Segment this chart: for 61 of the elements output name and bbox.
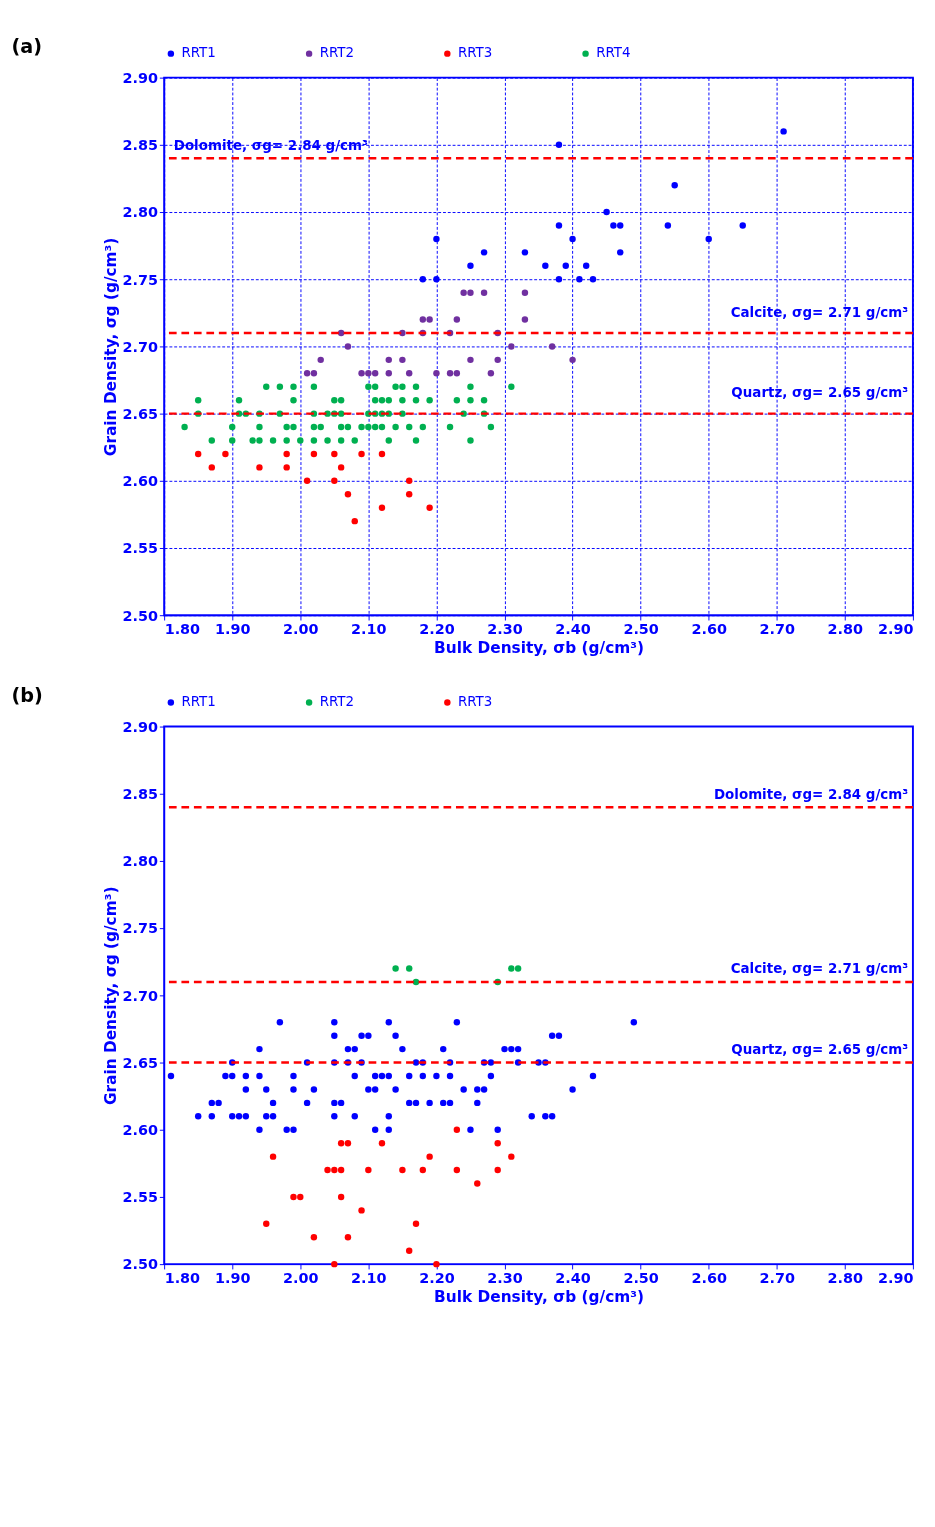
chart-title: (a) bbox=[11, 34, 43, 58]
chart-title: (b) bbox=[11, 683, 43, 707]
x-tick-label: 2.80 bbox=[827, 1269, 864, 1286]
x-tick-label: 1.90 bbox=[214, 620, 251, 637]
y-tick-label: 2.60 bbox=[122, 1122, 158, 1139]
x-tick-label: 2.70 bbox=[759, 1269, 795, 1286]
x-axis-title: Bulk Density, σb (g/cm³) bbox=[434, 1288, 644, 1307]
legend-label: RRT1 bbox=[181, 45, 216, 61]
x-tick-label: 2.10 bbox=[351, 1269, 387, 1286]
y-tick-label: 2.90 bbox=[122, 69, 158, 86]
ref-line-label: Calcite, σg= 2.71 g/cm³ bbox=[730, 961, 909, 977]
x-tick-label: 2.50 bbox=[623, 1269, 659, 1286]
y-tick-label: 2.90 bbox=[122, 718, 158, 735]
x-tick-label: 2.20 bbox=[419, 1269, 455, 1286]
y-axis-title: Grain Density, σg (g/cm³) bbox=[101, 886, 120, 1106]
x-tick-label: 1.80 bbox=[164, 620, 201, 637]
y-axis-title: Grain Density, σg (g/cm³) bbox=[101, 237, 120, 457]
y-tick-label: 2.50 bbox=[122, 1256, 158, 1273]
x-tick-label: 2.20 bbox=[419, 620, 455, 637]
y-tick-label: 2.75 bbox=[122, 920, 158, 937]
y-tick-label: 2.85 bbox=[122, 786, 158, 803]
ref-line-label: Quartz, σg= 2.65 g/cm³ bbox=[731, 385, 909, 401]
x-tick-label: 2.70 bbox=[759, 620, 795, 637]
x-tick-label: 2.00 bbox=[283, 1269, 319, 1286]
x-tick-label: 2.90 bbox=[877, 1269, 914, 1286]
ref-line-label: Dolomite, σg= 2.84 g/cm³ bbox=[713, 786, 909, 802]
x-tick-label: 2.30 bbox=[487, 620, 523, 637]
y-tick-label: 2.80 bbox=[122, 204, 158, 221]
y-tick-label: 2.65 bbox=[122, 405, 158, 422]
legend-label: RRT2 bbox=[319, 694, 355, 710]
ref-line-label: Dolomite, σg= 2.84 g/cm³ bbox=[173, 137, 369, 153]
y-tick-label: 2.65 bbox=[122, 1054, 158, 1071]
x-tick-label: 1.90 bbox=[214, 1269, 251, 1286]
legend-label: RRT4 bbox=[596, 45, 631, 61]
y-tick-label: 2.70 bbox=[122, 987, 158, 1004]
legend-label: RRT3 bbox=[457, 694, 493, 710]
y-tick-label: 2.85 bbox=[122, 137, 158, 154]
x-tick-label: 2.90 bbox=[877, 620, 914, 637]
x-tick-label: 2.40 bbox=[555, 1269, 591, 1286]
y-tick-label: 2.55 bbox=[122, 540, 158, 557]
x-tick-label: 2.30 bbox=[487, 1269, 523, 1286]
x-axis-title: Bulk Density, σb (g/cm³) bbox=[434, 639, 644, 658]
y-tick-label: 2.75 bbox=[122, 271, 158, 288]
legend-label: RRT2 bbox=[319, 45, 355, 61]
x-tick-label: 2.60 bbox=[691, 1269, 727, 1286]
y-tick-label: 2.60 bbox=[122, 473, 158, 490]
x-tick-label: 2.80 bbox=[827, 620, 864, 637]
y-tick-label: 2.70 bbox=[122, 338, 158, 355]
ref-line-label: Quartz, σg= 2.65 g/cm³ bbox=[731, 1041, 909, 1057]
y-tick-label: 2.50 bbox=[122, 607, 158, 624]
x-tick-label: 2.50 bbox=[623, 620, 659, 637]
y-tick-label: 2.80 bbox=[122, 853, 158, 870]
x-tick-label: 2.10 bbox=[351, 620, 387, 637]
x-tick-label: 1.80 bbox=[164, 1269, 201, 1286]
legend-label: RRT3 bbox=[457, 45, 493, 61]
ref-line-label: Calcite, σg= 2.71 g/cm³ bbox=[730, 304, 909, 320]
y-tick-label: 2.55 bbox=[122, 1189, 158, 1206]
x-tick-label: 2.40 bbox=[555, 620, 591, 637]
x-tick-label: 2.60 bbox=[691, 620, 727, 637]
legend-label: RRT1 bbox=[181, 694, 216, 710]
x-tick-label: 2.00 bbox=[283, 620, 319, 637]
